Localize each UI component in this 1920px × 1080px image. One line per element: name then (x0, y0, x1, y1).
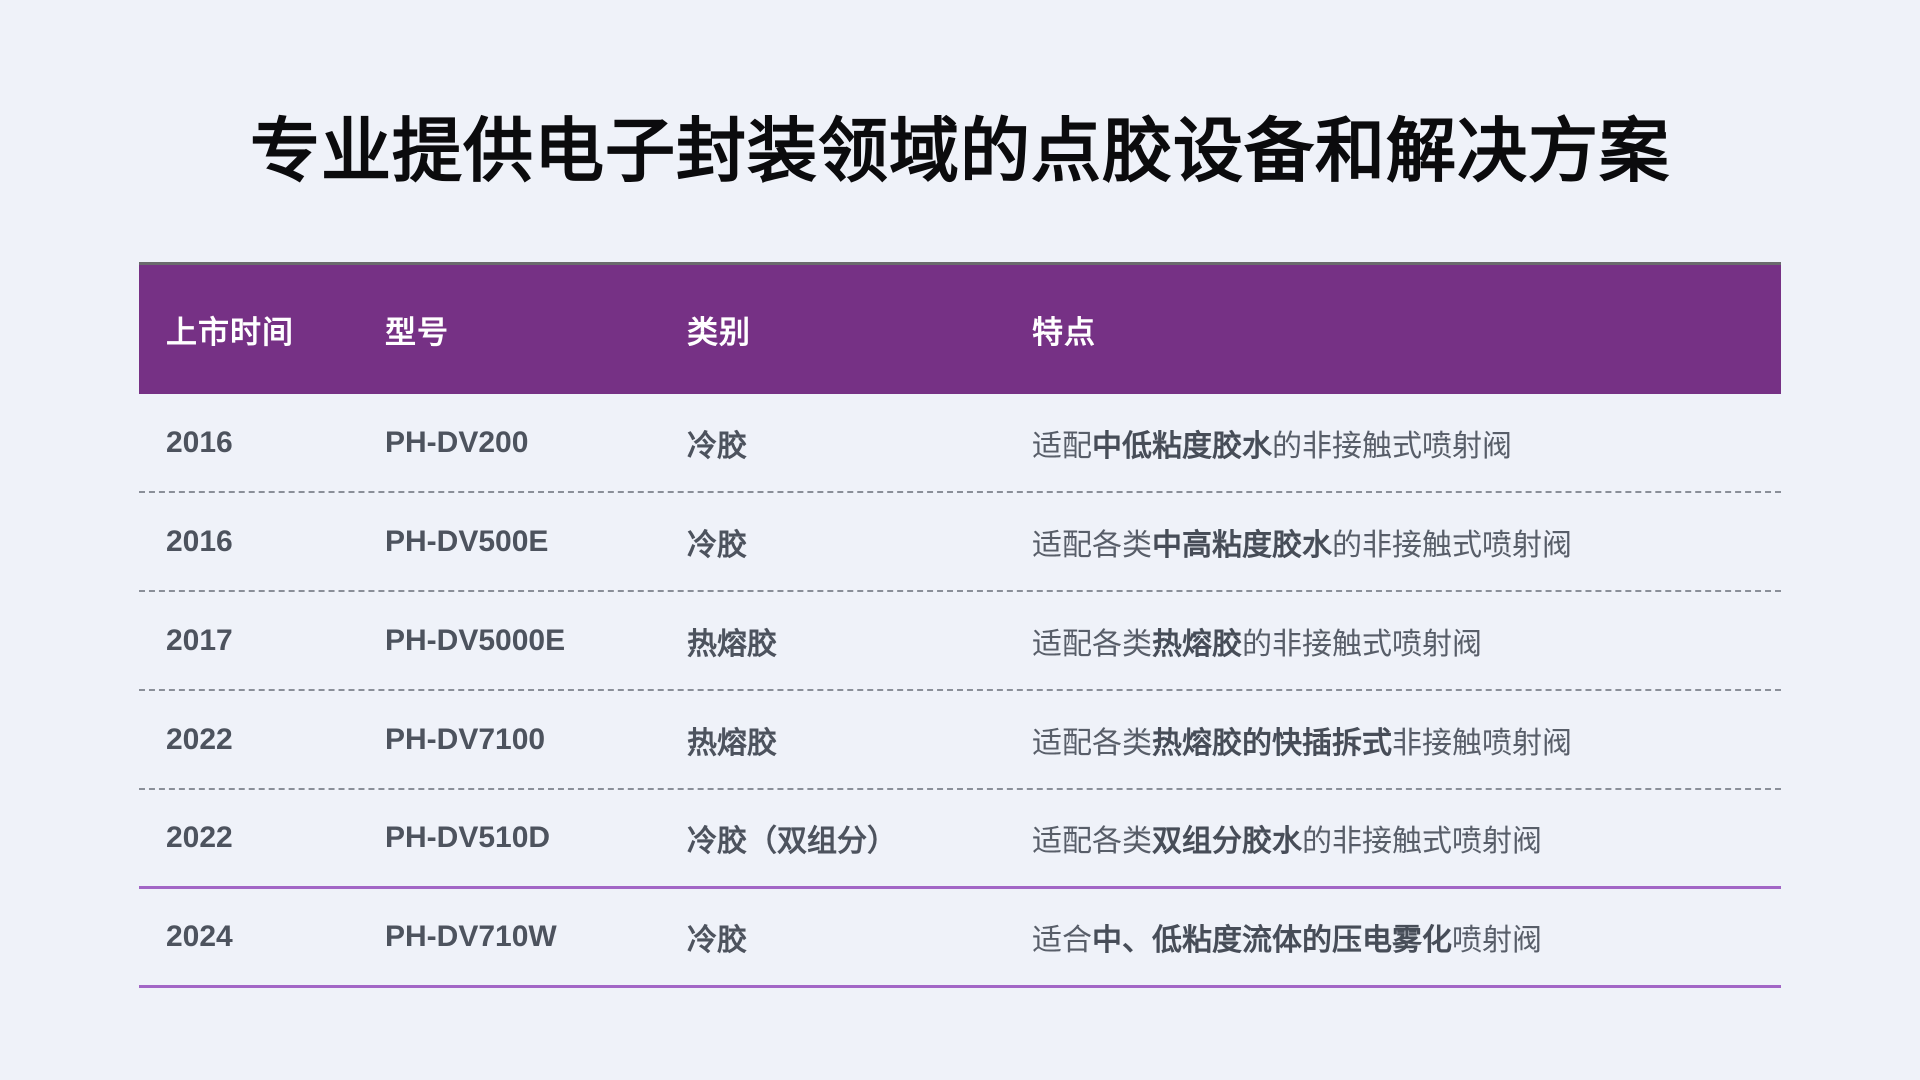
feature-text: 的非接触式喷射阀 (1332, 528, 1572, 562)
cell-launch-year: 2022 (166, 722, 233, 756)
table-row: 2016 PH-DV200 冷胶 适配中低粘度胶水的非接触式喷射阀 (139, 394, 1781, 493)
feature-highlight: 热熔胶 (1152, 627, 1242, 661)
cell-category: 热熔胶 (687, 726, 777, 760)
feature-text: 适合 (1032, 924, 1092, 957)
table-row: 2022 PH-DV510D 冷胶（双组分） 适配各类双组分胶水的非接触式喷射阀 (139, 790, 1781, 889)
cell-model: PH-DV500E (385, 524, 549, 558)
cell-feature: 适配各类热熔胶的非接触式喷射阀 (1032, 619, 1781, 663)
feature-text: 适配各类 (1032, 825, 1152, 858)
page-title: 专业提供电子封装领域的点胶设备和解决方案 (250, 112, 1670, 190)
cell-category: 热熔胶 (687, 627, 777, 661)
cell-feature: 适合中、低粘度流体的压电雾化喷射阀 (1032, 915, 1781, 959)
feature-highlight: 中、低粘度流体的压电雾化 (1092, 924, 1452, 957)
cell-launch-year: 2016 (166, 524, 233, 558)
table-row: 2024 PH-DV710W 冷胶 适合中、低粘度流体的压电雾化喷射阀 (139, 889, 1781, 988)
feature-text: 非接触喷射阀 (1392, 726, 1572, 760)
table-header-row: 上市时间 型号 类别 特点 (139, 265, 1781, 394)
feature-text: 的非接触式喷射阀 (1302, 825, 1542, 858)
cell-model: PH-DV200 (385, 425, 529, 459)
feature-highlight: 热熔胶的快插拆式 (1152, 726, 1392, 760)
cell-model: PH-DV510D (385, 821, 551, 854)
feature-text: 喷射阀 (1452, 924, 1542, 957)
feature-text: 适配各类 (1032, 528, 1152, 562)
feature-highlight: 中低粘度胶水 (1092, 429, 1272, 463)
table-row: 2016 PH-DV500E 冷胶 适配各类中高粘度胶水的非接触式喷射阀 (139, 493, 1781, 592)
table-row: 2017 PH-DV5000E 热熔胶 适配各类热熔胶的非接触式喷射阀 (139, 592, 1781, 691)
feature-text: 适配 (1032, 429, 1092, 463)
cell-feature: 适配中低粘度胶水的非接触式喷射阀 (1032, 421, 1781, 465)
cell-category: 冷胶 (687, 924, 747, 957)
cell-category: 冷胶（双组分） (687, 825, 897, 858)
cell-category: 冷胶 (687, 429, 747, 463)
cell-category: 冷胶 (687, 528, 747, 562)
feature-text: 适配各类 (1032, 726, 1152, 760)
header-model: 型号 (385, 315, 449, 350)
product-table: 上市时间 型号 类别 特点 2016 PH-DV200 冷胶 适配中低粘度胶水的非接触… (139, 262, 1781, 988)
feature-text: 的非接触式喷射阀 (1272, 429, 1512, 463)
cell-model: PH-DV7100 (385, 722, 546, 756)
cell-model: PH-DV710W (385, 920, 557, 953)
header-category: 类别 (687, 315, 751, 350)
feature-text: 的非接触式喷射阀 (1242, 627, 1482, 661)
cell-feature: 适配各类中高粘度胶水的非接触式喷射阀 (1032, 520, 1781, 564)
cell-feature: 适配各类双组分胶水的非接触式喷射阀 (1032, 816, 1781, 860)
header-features: 特点 (1032, 315, 1096, 350)
cell-launch-year: 2022 (166, 821, 233, 854)
feature-text: 适配各类 (1032, 627, 1152, 661)
cell-launch-year: 2024 (166, 920, 233, 953)
table-row: 2022 PH-DV7100 热熔胶 适配各类热熔胶的快插拆式非接触喷射阀 (139, 691, 1781, 790)
cell-model: PH-DV5000E (385, 623, 566, 657)
feature-highlight: 双组分胶水 (1152, 825, 1302, 858)
table-body: 2016 PH-DV200 冷胶 适配中低粘度胶水的非接触式喷射阀 2016 PH-DV5… (139, 394, 1781, 988)
cell-launch-year: 2016 (166, 425, 233, 459)
cell-feature: 适配各类热熔胶的快插拆式非接触喷射阀 (1032, 718, 1781, 762)
cell-launch-year: 2017 (166, 623, 233, 657)
feature-highlight: 中高粘度胶水 (1152, 528, 1332, 562)
header-launch-time: 上市时间 (166, 315, 294, 350)
